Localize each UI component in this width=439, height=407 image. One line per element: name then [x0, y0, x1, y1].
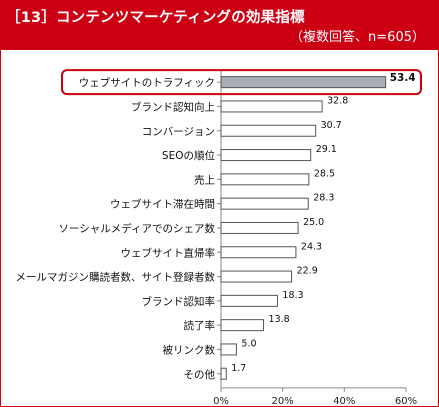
bar	[220, 319, 265, 332]
bar	[220, 294, 278, 307]
bar	[220, 367, 227, 380]
category-label: SEOの順位	[162, 149, 216, 162]
bar	[220, 270, 293, 283]
x-tick-label: 0%	[213, 396, 229, 407]
bar	[220, 197, 309, 210]
highlight-outline	[61, 69, 422, 96]
data-label: 24.3	[301, 241, 322, 252]
category-label: ソーシャルメディアでのシェア数	[58, 222, 215, 235]
x-tick-label: 60%	[395, 396, 417, 407]
data-label: 28.5	[314, 168, 335, 179]
x-tick-label: 20%	[272, 396, 294, 407]
data-label: 22.9	[297, 266, 318, 277]
data-label: 53.4	[390, 72, 416, 84]
bar	[220, 173, 310, 186]
bar	[220, 100, 323, 113]
category-label: メールマガジン購読者数、サイト登録者数	[16, 271, 216, 284]
data-label: 32.8	[327, 95, 348, 106]
category-label: 売上	[194, 173, 215, 186]
category-label: 被リンク数	[163, 343, 216, 356]
category-label: その他	[184, 368, 216, 381]
bar	[220, 246, 297, 259]
category-label: ブランド認知率	[142, 295, 216, 308]
bar	[220, 149, 312, 162]
chart-subtitle: （複数回答、n=605）	[290, 30, 425, 45]
category-label: 読了率	[184, 319, 216, 332]
category-label: ウェブサイト直帰率	[121, 246, 216, 259]
chart-title: ［13］コンテンツマーケティングの効果指標	[6, 10, 305, 26]
chart-header: ［13］コンテンツマーケティングの効果指標 （複数回答、n=605）	[0, 0, 439, 50]
data-label: 18.3	[282, 290, 303, 301]
data-label: 1.7	[231, 363, 246, 374]
chart-frame	[0, 50, 439, 407]
category-label: ウェブサイト滞在時間	[110, 198, 215, 211]
data-label: 5.0	[241, 338, 256, 349]
data-label: 28.3	[313, 193, 334, 204]
data-label: 25.0	[303, 217, 324, 228]
data-label: 29.1	[316, 144, 337, 155]
x-tick-label: 40%	[333, 396, 355, 407]
category-label: コンバージョン	[142, 126, 215, 138]
data-label: 30.7	[321, 120, 342, 131]
bar	[220, 124, 317, 137]
bar	[220, 343, 237, 356]
bar	[220, 221, 299, 234]
category-label: ブランド認知向上	[131, 100, 215, 113]
bar	[220, 76, 387, 89]
category-label: ウェブサイトのトラフィック	[79, 76, 215, 89]
data-label: 13.8	[269, 314, 290, 325]
